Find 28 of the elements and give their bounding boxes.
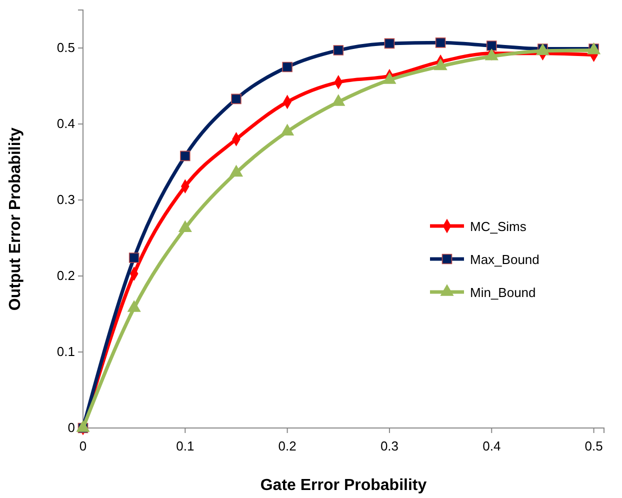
point [180, 150, 190, 162]
point [486, 40, 497, 51]
legend-label: Max_Bound [470, 252, 540, 267]
legend-label: MC_Sims [470, 219, 527, 234]
y-tick-label: 0 [68, 420, 75, 436]
x-tick-label: 0.5 [584, 438, 603, 454]
x-axis-title: Gate Error Probability [260, 477, 427, 494]
y-axis-title: Output Error Probability [7, 127, 24, 311]
point [384, 38, 395, 49]
point [282, 62, 292, 72]
point [333, 45, 344, 56]
x-tick-label: 0.1 [176, 438, 194, 454]
x-tick-label: 0 [79, 438, 87, 454]
legend-label: Min_Bound [470, 285, 536, 300]
y-tick-label: 0.4 [56, 116, 75, 132]
x-tick-label: 0.4 [482, 438, 501, 454]
point [231, 94, 242, 104]
point [76, 420, 90, 432]
y-tick-label: 0.3 [56, 192, 75, 208]
point [127, 300, 141, 312]
point [178, 220, 192, 232]
point [435, 38, 446, 48]
point [128, 252, 140, 263]
y-tick-label: 0.5 [56, 40, 75, 56]
x-tick-label: 0.2 [278, 438, 296, 454]
x-tick-label: 0.3 [380, 438, 399, 454]
y-tick-label: 0.2 [56, 268, 75, 284]
y-tick-label: 0.1 [56, 344, 75, 360]
